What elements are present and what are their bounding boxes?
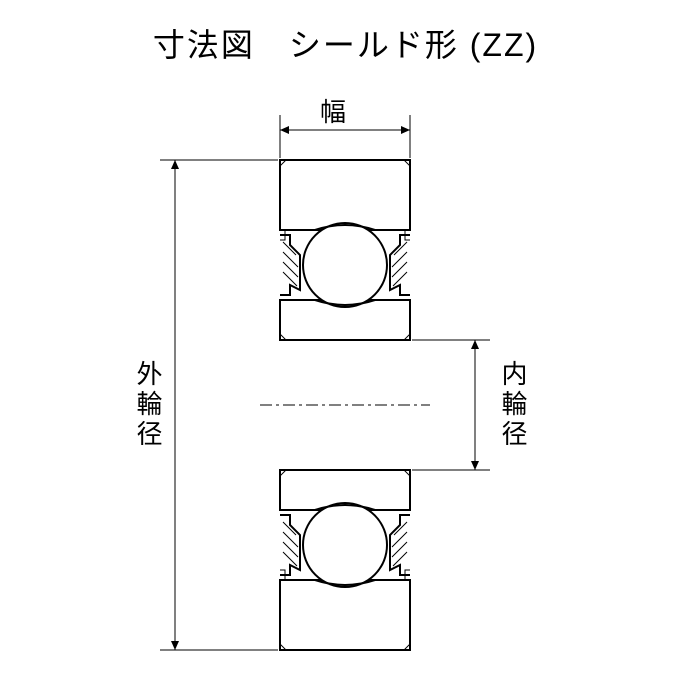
shield-top-left xyxy=(280,235,300,295)
width-dimension xyxy=(280,115,410,158)
shield-bottom-right xyxy=(390,515,410,575)
shield-top-right xyxy=(390,235,410,295)
bearing-diagram xyxy=(0,70,691,690)
diagram-title: 寸法図 シールド形 (ZZ) xyxy=(0,20,691,66)
shield-bottom-left xyxy=(280,515,300,575)
